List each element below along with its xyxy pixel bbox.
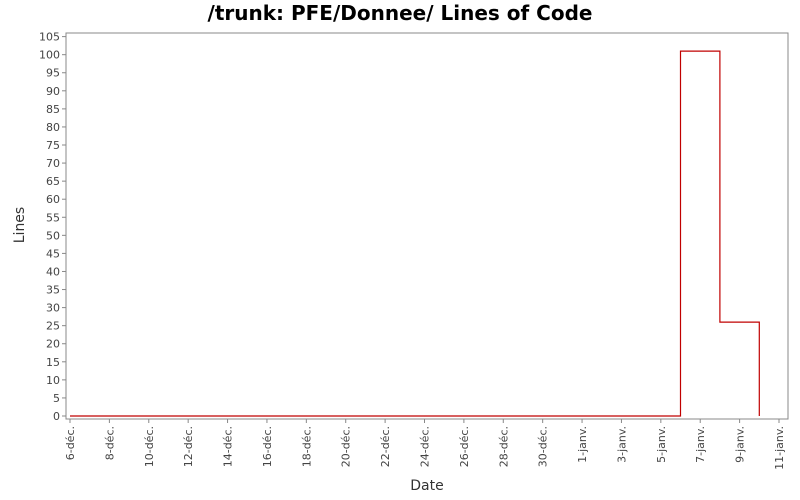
chart-title: /trunk: PFE/Donnee/ Lines of Code (208, 1, 593, 25)
y-tick-label: 10 (46, 374, 60, 387)
series-line (70, 50, 760, 417)
y-axis-label: Lines (12, 207, 28, 243)
x-tick-label: 14-déc. (222, 426, 235, 467)
x-tick-label: 22-déc. (379, 426, 392, 467)
y-tick-label: 60 (46, 193, 60, 206)
y-tick-label: 65 (46, 175, 60, 188)
x-tick-label: 1-janv. (576, 426, 589, 463)
y-tick-label: 15 (46, 356, 60, 369)
y-axis: 0 5 10 15 20 25 30 35 40 45 50 55 60 65 70 75 80 85 90 95 10… (39, 31, 66, 423)
x-tick-label: 26-déc. (458, 426, 471, 467)
y-tick-label: 50 (46, 229, 60, 242)
x-tick-label: 5-janv. (655, 426, 668, 463)
x-axis-label: Date (410, 478, 443, 494)
x-tick-label: 18-déc. (300, 426, 313, 467)
x-tick-label: 6-déc. (64, 426, 77, 460)
y-tick-label: 0 (53, 410, 60, 423)
x-tick-label: 16-déc. (261, 426, 274, 467)
y-tick-label: 55 (46, 211, 60, 224)
x-tick-label: 3-janv. (615, 426, 628, 463)
y-tick-label: 100 (39, 49, 60, 62)
x-tick-label: 30-déc. (537, 426, 550, 467)
x-tick-label: 10-déc. (143, 426, 156, 467)
x-tick-label: 12-déc. (182, 426, 195, 467)
plot-border (65, 32, 789, 420)
y-tick-label: 105 (39, 31, 60, 44)
y-tick-label: 40 (46, 265, 60, 278)
y-tick-label: 90 (46, 85, 60, 98)
x-tick-label: 24-déc. (419, 426, 432, 467)
y-tick-label: 80 (46, 121, 60, 134)
y-tick-label: 5 (53, 392, 60, 405)
y-tick-label: 30 (46, 302, 60, 315)
y-tick-label: 20 (46, 338, 60, 351)
plot-area (65, 32, 789, 420)
x-tick-label: 20-déc. (340, 426, 353, 467)
series-layer (70, 50, 760, 417)
y-tick-label: 95 (46, 67, 60, 80)
x-tick-label: 9-janv. (734, 426, 747, 463)
y-tick-label: 35 (46, 284, 60, 297)
y-tick-label: 75 (46, 139, 60, 152)
x-tick-label: 11-janv. (773, 426, 786, 470)
x-axis: 6-déc. 8-déc. 10-déc. 12-déc. 14-déc. 16-déc.… (64, 419, 786, 470)
y-tick-label: 70 (46, 157, 60, 170)
y-tick-label: 25 (46, 320, 60, 333)
x-tick-label: 7-janv. (694, 426, 707, 463)
x-tick-label: 28-déc. (497, 426, 510, 467)
y-tick-label: 85 (46, 103, 60, 116)
x-tick-label: 8-déc. (103, 426, 116, 460)
y-tick-label: 45 (46, 247, 60, 260)
